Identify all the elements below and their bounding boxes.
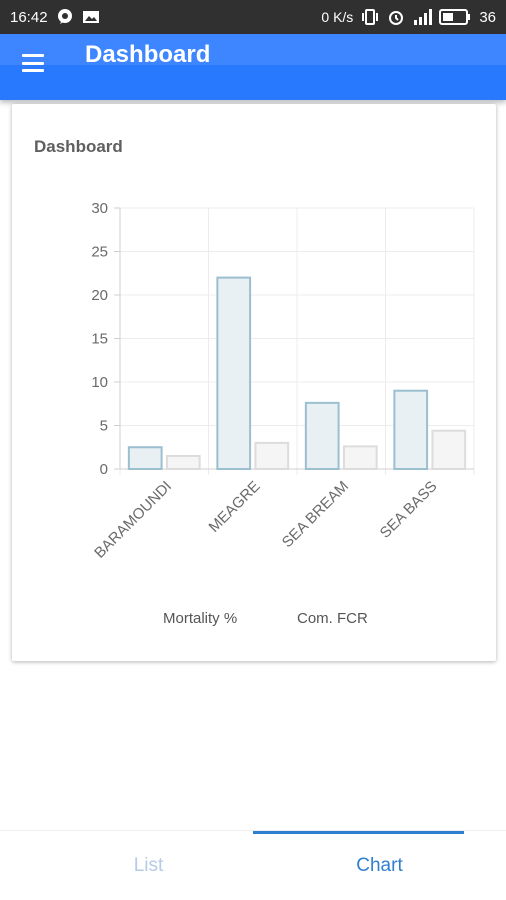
- x-tick-label: BARAMOUNDI: [91, 478, 175, 562]
- y-tick-label: 20: [91, 287, 108, 304]
- bottom-navigation: List Chart: [0, 830, 506, 900]
- signal-icon: [413, 8, 433, 26]
- bar-fcr: [342, 445, 378, 471]
- y-tick-label: 0: [100, 461, 108, 478]
- x-tick-label: SEA BASS: [377, 478, 441, 542]
- battery-level: 36: [479, 8, 496, 26]
- status-bar: 16:42 0 K/s 36: [0, 0, 506, 34]
- app-bar: Dashboard: [0, 34, 506, 100]
- bar-fcr: [431, 429, 467, 470]
- hamburger-menu-icon[interactable]: [22, 54, 44, 72]
- y-tick-label: 30: [91, 200, 108, 217]
- y-tick-label: 15: [91, 331, 108, 348]
- tab-list[interactable]: List: [133, 855, 164, 876]
- y-tick-label: 25: [91, 244, 108, 261]
- legend-label: Mortality %: [163, 610, 237, 627]
- legend-label: Com. FCR: [297, 610, 368, 627]
- app-bar-highlight: [0, 34, 506, 65]
- status-time: 16:42: [10, 8, 48, 26]
- x-tick-label: SEA BREAM: [279, 478, 352, 551]
- bar-chart: 0 5 10 15 20 25 30 BARAMOUNDI MEAGRE SEA BREAM SEA…: [91, 200, 475, 627]
- bar-mortality: [127, 446, 163, 470]
- y-tick-label: 5: [100, 418, 108, 435]
- bar-mortality: [216, 276, 252, 470]
- battery-icon: [439, 9, 471, 25]
- dashboard-card: Dashboard 0 5 10 15 20 25 30 BARAMOUNDI MEAGRE SE…: [12, 104, 496, 661]
- active-tab-indicator: [253, 831, 464, 834]
- chat-bubble-icon: [56, 8, 74, 26]
- app-bar-title: Dashboard: [85, 41, 211, 68]
- vibrate-icon: [361, 8, 379, 26]
- bar-mortality: [304, 401, 340, 471]
- image-icon: [82, 8, 100, 26]
- bar-fcr: [165, 454, 201, 471]
- bar-fcr: [254, 441, 290, 470]
- y-tick-label: 10: [91, 374, 108, 391]
- alarm-icon: [387, 8, 405, 26]
- network-speed: 0 K/s: [321, 9, 354, 25]
- card-title: Dashboard: [34, 137, 123, 156]
- x-tick-label: MEAGRE: [206, 478, 264, 536]
- tab-chart[interactable]: Chart: [356, 855, 403, 876]
- bar-mortality: [393, 389, 429, 471]
